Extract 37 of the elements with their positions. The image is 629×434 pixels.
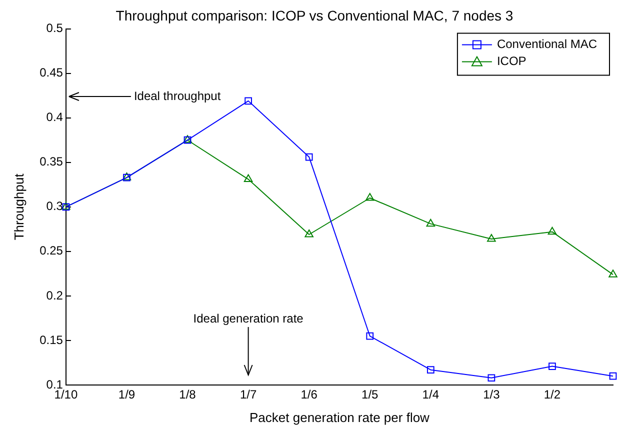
point xyxy=(304,230,314,238)
annotation: Ideal throughput xyxy=(134,88,222,103)
y-tick-label: 0.2 xyxy=(46,288,64,302)
y-tick-label: 0.45 xyxy=(40,66,64,80)
point xyxy=(244,174,253,182)
point xyxy=(609,372,617,380)
x-tick-label: 1/4 xyxy=(422,388,440,402)
y-tick-label: 0.25 xyxy=(40,244,64,258)
point xyxy=(366,332,374,340)
point xyxy=(244,97,252,105)
x-axis-title: Packet generation rate per flow xyxy=(250,410,430,425)
point xyxy=(488,374,496,382)
annotation: Ideal generation rate xyxy=(193,311,304,326)
y-tick-label: 0.5 xyxy=(46,21,64,36)
y-tick-label: 0.3 xyxy=(46,199,64,214)
x-tick-label: 1/3 xyxy=(483,388,500,402)
legend-label: Conventional MAC xyxy=(496,37,598,52)
point xyxy=(426,218,436,227)
x-tick-label: 1/5 xyxy=(362,388,379,402)
y-tick-label: 0.35 xyxy=(40,154,64,169)
point xyxy=(487,234,496,242)
point xyxy=(305,153,313,161)
chart-title: Throughput comparison: ICOP vs Conventional MAC, 7 nodes 3 xyxy=(116,7,514,24)
point xyxy=(608,270,618,278)
legend-label: ICOP xyxy=(496,54,526,68)
x-tick-label: 1/7 xyxy=(240,388,257,402)
y-tick-label: 0.4 xyxy=(46,110,64,124)
y-axis-title: Throughput xyxy=(11,173,26,240)
y-tick-label: 0.15 xyxy=(40,332,64,347)
x-tick-label: 1/9 xyxy=(118,388,136,402)
x-tick-label: 1/6 xyxy=(300,388,318,402)
point xyxy=(426,366,434,374)
point xyxy=(548,226,557,235)
x-tick-label: 1/2 xyxy=(544,388,561,402)
x-tick-label: 1/8 xyxy=(179,388,196,402)
point xyxy=(365,192,374,201)
point xyxy=(548,362,556,370)
